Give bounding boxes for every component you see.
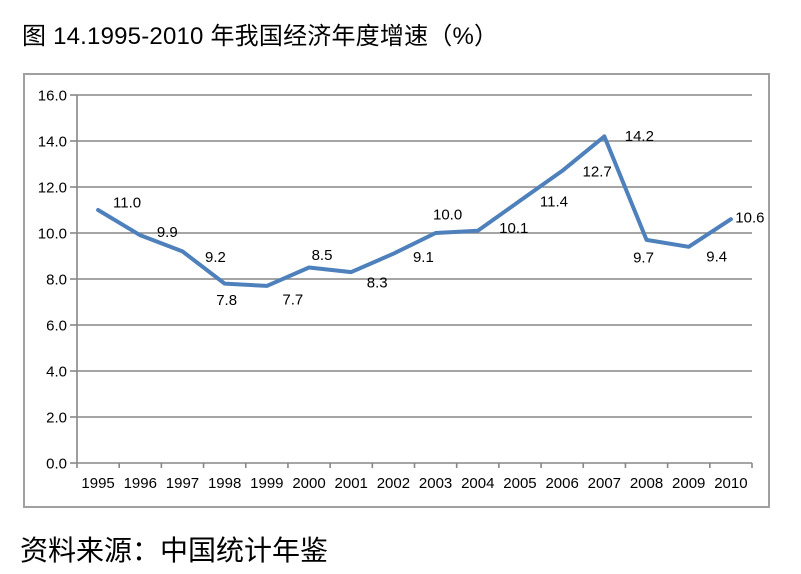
y-tick-label: 8.0 xyxy=(46,272,67,289)
x-tick-label: 1999 xyxy=(250,475,283,492)
source-note: 资料来源：中国统计年鉴 xyxy=(20,535,329,566)
x-tick-label: 2000 xyxy=(292,475,325,492)
data-label: 7.7 xyxy=(282,291,303,308)
data-label: 9.7 xyxy=(633,249,654,266)
x-tick-label: 1996 xyxy=(124,475,157,492)
data-label: 11.4 xyxy=(540,193,568,210)
x-tick-label: 1997 xyxy=(166,475,199,492)
data-label: 14.2 xyxy=(625,128,654,145)
data-label: 9.1 xyxy=(413,249,434,266)
x-tick-label: 2001 xyxy=(335,475,368,492)
x-tick-label: 1995 xyxy=(81,475,114,492)
chart-title: 图 14.1995-2010 年我国经济年度增速（%） xyxy=(22,23,499,50)
x-tick-label: 2006 xyxy=(545,475,578,492)
x-tick-label: 2009 xyxy=(672,475,705,492)
x-tick-label: 2007 xyxy=(588,475,621,492)
y-tick-label: 2.0 xyxy=(46,410,67,427)
data-label: 8.3 xyxy=(367,275,388,292)
data-label: 9.9 xyxy=(157,224,178,241)
x-tick-label: 1998 xyxy=(208,475,241,492)
y-tick-label: 12.0 xyxy=(38,180,67,197)
data-label: 9.4 xyxy=(706,248,727,265)
y-tick-label: 14.0 xyxy=(38,134,67,151)
x-tick-label: 2008 xyxy=(630,475,663,492)
y-tick-label: 0.0 xyxy=(46,456,67,473)
y-tick-label: 6.0 xyxy=(46,318,67,335)
data-label: 9.2 xyxy=(205,249,226,266)
y-tick-label: 10.0 xyxy=(38,226,67,243)
x-tick-label: 2003 xyxy=(419,475,452,492)
data-line xyxy=(96,134,733,288)
y-tick-label: 4.0 xyxy=(46,364,67,381)
data-label: 8.5 xyxy=(312,247,333,264)
x-tick-label: 2005 xyxy=(503,475,536,492)
data-label: 7.8 xyxy=(216,292,237,309)
x-tick-label: 2010 xyxy=(714,475,747,492)
y-tick-label: 16.0 xyxy=(38,88,67,105)
data-label: 10.1 xyxy=(499,220,528,237)
data-label: 10.0 xyxy=(433,207,462,224)
x-tick-label: 2004 xyxy=(461,475,494,492)
data-label: 11.0 xyxy=(113,195,141,212)
data-label: 12.7 xyxy=(583,163,612,180)
x-tick-label: 2002 xyxy=(377,475,410,492)
data-label: 10.6 xyxy=(735,210,764,227)
chart-border xyxy=(23,73,770,508)
